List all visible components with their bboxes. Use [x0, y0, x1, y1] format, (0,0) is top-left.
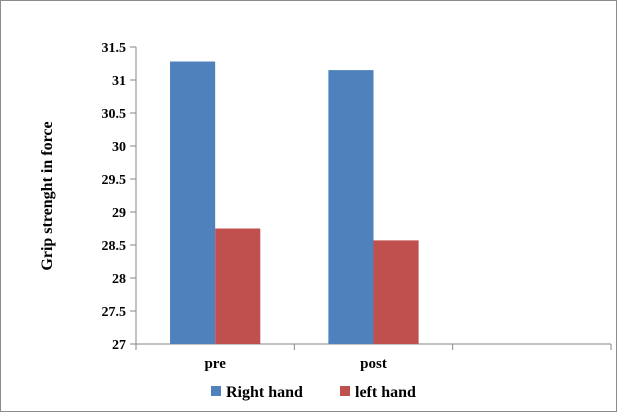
- y-axis-title-group: Grip strenght in force: [39, 121, 56, 270]
- y-tick-label: 28.5: [102, 239, 127, 254]
- legend-swatch: [211, 386, 221, 396]
- bar-left-hand: [215, 228, 261, 344]
- x-category-label: pre: [204, 356, 226, 372]
- y-tick-label: 28: [112, 272, 126, 287]
- bar-right-hand: [328, 70, 374, 344]
- y-tick-label: 31.5: [102, 41, 127, 56]
- y-tick-label: 27.5: [102, 305, 127, 320]
- legend: Right hand left hand: [211, 384, 416, 401]
- legend-label: Right hand: [226, 384, 303, 401]
- y-axis-title: Grip strenght in force: [39, 121, 56, 270]
- legend-swatch: [340, 386, 350, 396]
- plot-area: 27 27.5 28 28.5 29 29.5 30 30.5 31 31.5 pre post: [102, 41, 612, 372]
- legend-label: left hand: [355, 384, 416, 401]
- y-tick-label: 30.5: [102, 107, 127, 122]
- y-tick-label: 31: [112, 74, 126, 89]
- y-tick-label: 27: [112, 338, 126, 353]
- bar-left-hand: [373, 240, 419, 344]
- y-tick-label: 30: [112, 140, 126, 155]
- bar-right-hand: [170, 61, 216, 345]
- y-tick-label: 29.5: [102, 173, 127, 188]
- x-category-label: post: [360, 356, 387, 372]
- y-tick-label: 29: [112, 206, 126, 221]
